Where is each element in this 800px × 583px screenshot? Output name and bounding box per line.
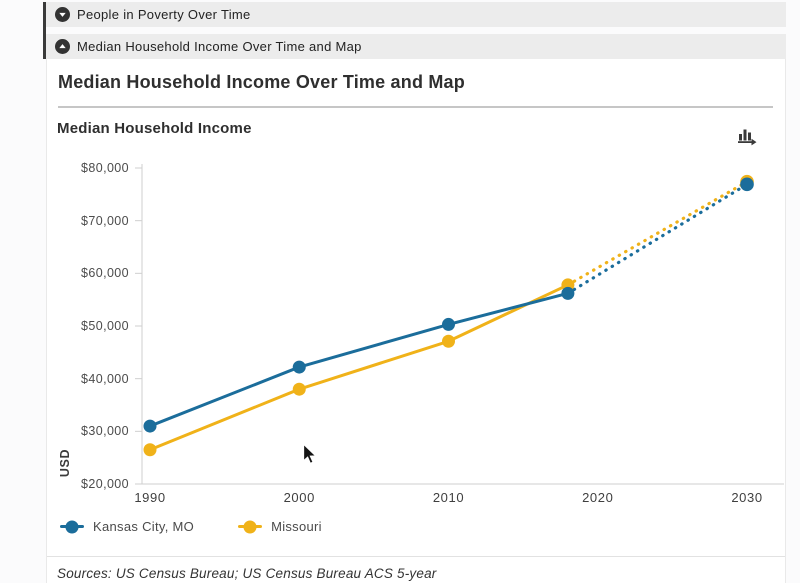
y-tick-label: $80,000 bbox=[81, 161, 129, 175]
projection-dotted-line bbox=[566, 182, 749, 295]
data-point-marker[interactable] bbox=[442, 334, 455, 348]
income-line-chart[interactable] bbox=[47, 156, 787, 516]
accordion: People in Poverty Over Time Median House… bbox=[43, 2, 786, 59]
data-point-marker[interactable] bbox=[740, 177, 754, 192]
chevron-up-circle-icon bbox=[55, 39, 70, 54]
title-divider bbox=[58, 106, 773, 108]
legend-item-kansas-city[interactable]: Kansas City, MO bbox=[60, 519, 194, 534]
y-tick-label: $50,000 bbox=[81, 319, 129, 333]
y-tick-label: $30,000 bbox=[81, 424, 129, 439]
x-tick-label: 2010 bbox=[432, 490, 465, 505]
sources-text: Sources: US Census Bureau; US Census Bur… bbox=[57, 566, 437, 581]
circle-marker-icon bbox=[60, 520, 84, 533]
data-point-marker[interactable] bbox=[292, 360, 306, 374]
x-tick-label: 2020 bbox=[582, 490, 614, 505]
data-point-marker[interactable] bbox=[292, 382, 306, 396]
data-point-marker[interactable] bbox=[561, 286, 575, 300]
series-line bbox=[149, 283, 569, 452]
accordion-item-median-income[interactable]: Median Household Income Over Time and Ma… bbox=[46, 34, 786, 59]
chart-legend: Kansas City, MO Missouri bbox=[60, 519, 322, 534]
x-tick-label: 2030 bbox=[731, 490, 763, 505]
bar-chart-export-icon[interactable] bbox=[736, 125, 758, 147]
legend-item-missouri[interactable]: Missouri bbox=[238, 519, 322, 534]
y-tick-label: $40,000 bbox=[81, 371, 129, 386]
page-title: Median Household Income Over Time and Ma… bbox=[58, 72, 465, 92]
footer-divider bbox=[47, 556, 785, 557]
y-tick-label: $60,000 bbox=[81, 266, 129, 281]
accordion-item-label: Median Household Income Over Time and Ma… bbox=[77, 39, 362, 54]
legend-label: Kansas City, MO bbox=[93, 519, 195, 534]
x-tick-label: 1990 bbox=[134, 490, 166, 505]
data-point-marker[interactable] bbox=[442, 317, 455, 331]
series-line bbox=[149, 291, 569, 428]
y-tick-label: $20,000 bbox=[81, 477, 129, 491]
legend-label: Missouri bbox=[271, 519, 322, 534]
chevron-down-circle-icon bbox=[55, 7, 70, 22]
x-tick-label: 2000 bbox=[283, 490, 315, 505]
y-axis-title: USD bbox=[58, 448, 73, 478]
chart-area[interactable]: $20,000 $30,000 $40,000 $50,000 $60,000 $70,0… bbox=[47, 156, 787, 516]
accordion-item-label: People in Poverty Over Time bbox=[77, 7, 251, 22]
accordion-item-people-in-poverty[interactable]: People in Poverty Over Time bbox=[46, 2, 786, 27]
y-tick-label: $70,000 bbox=[81, 213, 129, 228]
data-point-marker[interactable] bbox=[143, 443, 157, 457]
projection-dotted-line bbox=[566, 180, 749, 287]
content-card: Median Household Income Over Time and Ma… bbox=[46, 59, 786, 583]
circle-marker-icon bbox=[238, 520, 263, 533]
data-point-marker[interactable] bbox=[143, 419, 157, 433]
chart-title: Median Household Income bbox=[57, 120, 252, 137]
accordion-gap bbox=[46, 27, 786, 34]
